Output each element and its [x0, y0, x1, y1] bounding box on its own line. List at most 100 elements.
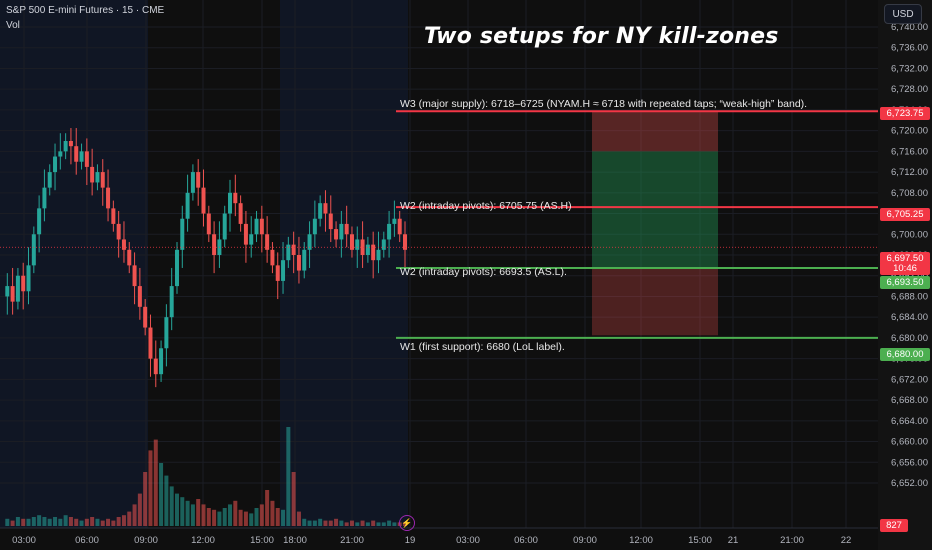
- volume-bar-18: [95, 518, 100, 526]
- volume-bar-4: [21, 518, 26, 526]
- candle-31: [164, 317, 169, 349]
- y-tick-5: 6,720.00: [891, 126, 928, 137]
- volume-bar-36: [190, 504, 195, 526]
- volume-bar-49: [259, 504, 264, 526]
- candle-44: [233, 192, 238, 204]
- x-tick-10: 09:00: [573, 535, 597, 546]
- candle-61: [323, 203, 328, 214]
- y-tick-3: 6,728.00: [891, 84, 928, 95]
- candle-22: [116, 223, 121, 240]
- volume-bar-11: [58, 518, 63, 526]
- risk-reward-zones: [592, 111, 718, 336]
- volume-bar-16: [84, 518, 89, 526]
- y-tick-21: 6,656.00: [891, 457, 928, 468]
- y-tick-1: 6,736.00: [891, 43, 928, 54]
- y-tick-20: 6,660.00: [891, 437, 928, 448]
- candle-35: [185, 192, 190, 219]
- candle-19: [100, 172, 105, 188]
- volume-bar-5: [26, 518, 31, 526]
- stop-zone-lower: [592, 267, 718, 336]
- volume-bar-28: [148, 450, 153, 526]
- candle-71: [376, 249, 381, 261]
- x-tick-5: 18:00: [283, 535, 307, 546]
- volume-tag: 827: [880, 519, 908, 532]
- symbol-title[interactable]: S&P 500 E-mini Futures · 15 · CME: [6, 5, 165, 16]
- asia-session-bg: [0, 0, 148, 528]
- volume-bar-7: [37, 515, 42, 526]
- candle-20: [106, 187, 111, 209]
- volume-bar-60: [318, 518, 323, 526]
- volume-bar-21: [111, 520, 116, 526]
- volume-bar-15: [79, 520, 84, 526]
- volume-bar-9: [47, 518, 52, 526]
- candle-75: [397, 218, 402, 235]
- candle-29: [153, 358, 158, 375]
- candle-1: [5, 286, 10, 297]
- volume-bar-41: [217, 511, 222, 526]
- candle-23: [121, 239, 126, 250]
- annotation-w1: W1 (first support): 6680 (LoL label).: [400, 341, 565, 353]
- candle-33: [174, 249, 179, 287]
- candle-17: [90, 166, 95, 183]
- candle-58: [307, 234, 312, 250]
- y-tick-7: 6,712.00: [891, 167, 928, 178]
- volume-indicator-label[interactable]: Vol: [6, 20, 20, 31]
- lightning-icon[interactable]: ⚡: [399, 515, 415, 531]
- volume-bar-57: [302, 518, 307, 526]
- candle-6: [31, 234, 36, 266]
- candle-67: [355, 239, 360, 250]
- volume-bar-52: [275, 508, 280, 526]
- candle-63: [334, 229, 339, 240]
- y-tick-22: 6,652.00: [891, 478, 928, 489]
- volume-bar-67: [355, 522, 360, 526]
- volume-bar-37: [196, 499, 201, 526]
- volume-bar-6: [31, 517, 36, 526]
- candle-64: [339, 223, 344, 240]
- volume-bar-34: [180, 497, 185, 526]
- y-tick-8: 6,708.00: [891, 188, 928, 199]
- candle-36: [190, 172, 195, 193]
- volume-bar-24: [127, 511, 132, 526]
- volume-bar-55: [291, 472, 296, 526]
- grid-lines: [0, 0, 878, 528]
- volume-bar-14: [74, 518, 79, 526]
- candle-27: [143, 306, 148, 328]
- volume-bar-54: [286, 427, 291, 526]
- price-tag-w3: 6,723.75: [880, 107, 930, 120]
- volume-bar-23: [121, 515, 126, 526]
- candle-55: [291, 244, 296, 255]
- x-tick-7: 19: [405, 535, 416, 546]
- candle-30: [159, 348, 164, 375]
- volume-bar-56: [296, 511, 301, 526]
- volume-bar-74: [392, 522, 397, 526]
- volume-bar-20: [106, 518, 111, 526]
- x-tick-11: 12:00: [629, 535, 653, 546]
- candle-15: [79, 151, 84, 162]
- candle-7: [37, 208, 42, 235]
- price-tag-w2-high: 6,705.25: [880, 208, 930, 221]
- volume-bar-58: [307, 520, 312, 526]
- currency-button[interactable]: USD: [884, 4, 922, 24]
- y-tick-2: 6,732.00: [891, 63, 928, 74]
- candle-26: [137, 286, 142, 307]
- x-tick-15: 22: [841, 535, 852, 546]
- candle-12: [63, 141, 68, 152]
- candle-59: [312, 218, 317, 235]
- chart-title: Two setups for NY kill-zones: [424, 24, 779, 49]
- volume-bar-62: [328, 520, 333, 526]
- candle-66: [349, 234, 354, 250]
- volume-bar-2: [10, 520, 15, 526]
- volume-bar-68: [360, 520, 365, 526]
- volume-bar-33: [174, 493, 179, 526]
- candle-2: [10, 286, 15, 302]
- volume-bar-17: [90, 517, 95, 526]
- candle-42: [222, 213, 227, 240]
- price-tag-countdown: 10:46: [880, 262, 930, 275]
- candle-13: [68, 141, 73, 147]
- candle-72: [381, 239, 386, 250]
- candle-73: [387, 223, 392, 240]
- candle-51: [270, 249, 275, 266]
- volume-bar-13: [68, 517, 73, 526]
- candle-47: [249, 234, 254, 245]
